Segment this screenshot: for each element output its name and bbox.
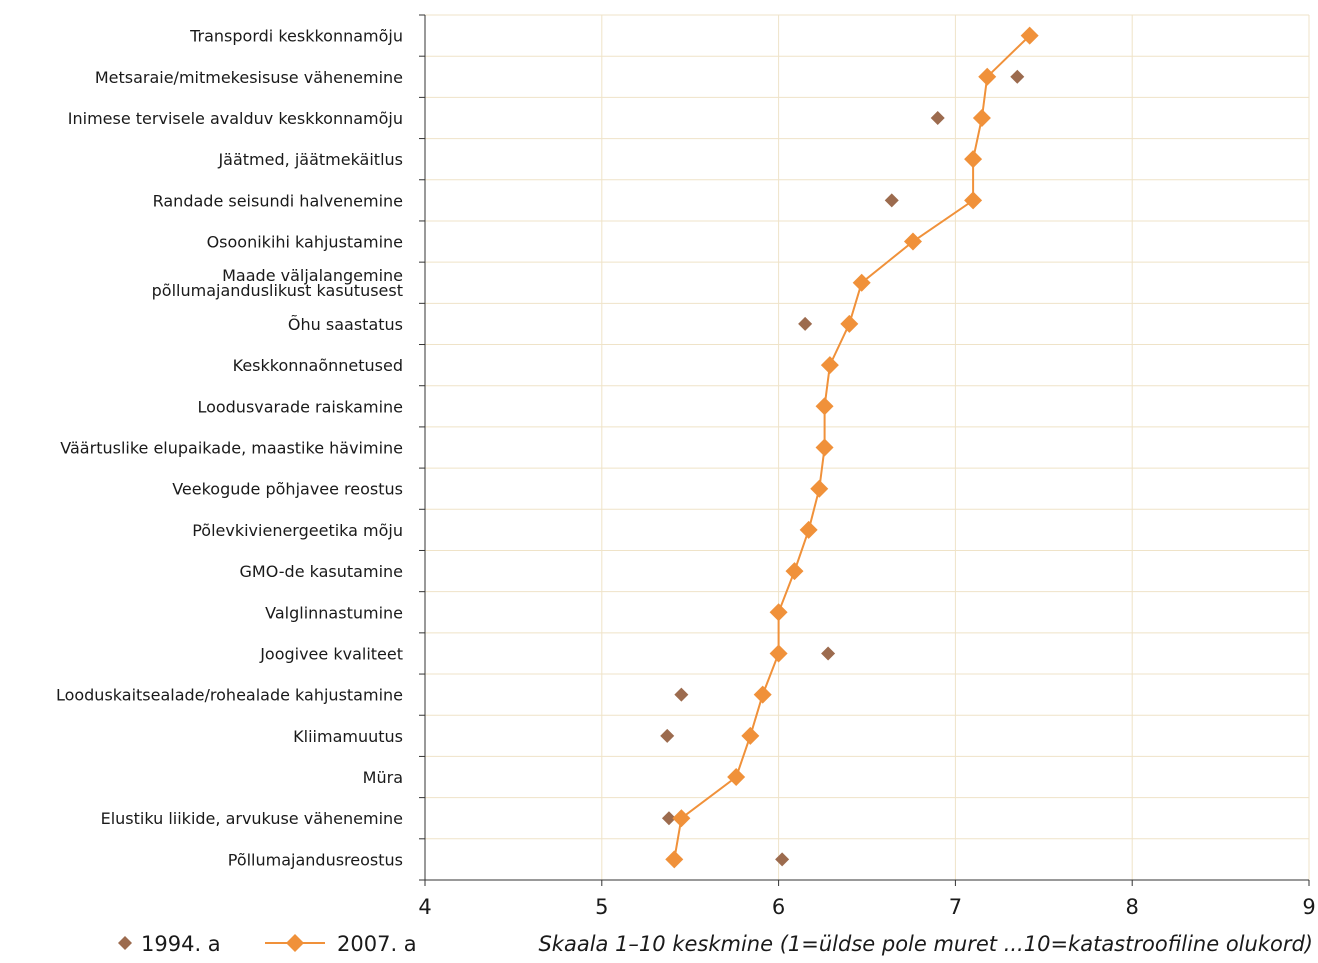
category-label: Osoonikihi kahjustamine	[207, 233, 403, 252]
category-label: Transpordi keskkonnamõju	[189, 27, 403, 46]
data-point-series-1	[973, 109, 991, 127]
category-label: Jäätmed, jäätmekäitlus	[217, 150, 403, 169]
data-point-series-1	[786, 562, 804, 580]
category-label: Metsaraie/mitmekesisuse vähenemine	[95, 68, 403, 87]
category-label: Väärtuslike elupaikade, maastike hävimin…	[60, 439, 403, 458]
data-point-series-1	[840, 315, 858, 333]
data-point-series-0	[660, 729, 674, 743]
data-point-series-1	[816, 439, 834, 457]
data-point-series-0	[885, 193, 899, 207]
data-point-series-1	[727, 768, 745, 786]
category-label: Põlevkivienergeetika mõju	[192, 521, 403, 540]
data-point-series-1	[816, 397, 834, 415]
category-label: Looduskaitsealade/rohealade kahjustamine	[56, 686, 403, 705]
x-tick-label: 8	[1126, 895, 1139, 919]
x-tick-label: 9	[1302, 895, 1315, 919]
legend-marker-1994	[118, 936, 132, 950]
x-tick-label: 6	[772, 895, 785, 919]
data-point-series-1	[810, 480, 828, 498]
data-point-series-1	[964, 191, 982, 209]
data-point-series-1	[821, 356, 839, 374]
data-point-series-1	[672, 809, 690, 827]
data-point-series-0	[1010, 70, 1024, 84]
x-tick-label: 5	[595, 895, 608, 919]
legend-marker-2007	[286, 934, 304, 952]
data-point-series-1	[800, 521, 818, 539]
category-label: Õhu saastatus	[288, 315, 403, 334]
data-point-series-0	[674, 688, 688, 702]
x-tick-labels: 4 5 6 7 8 9	[418, 895, 1315, 919]
category-label: Inimese tervisele avalduv keskkonnamõju	[68, 109, 403, 128]
axes	[419, 15, 1309, 886]
category-label: Kliimamuutus	[293, 727, 403, 746]
scale-note: Skaala 1–10 keskmine (1=üldse pole muret…	[538, 932, 1313, 956]
category-label: Veekogude põhjavee reostus	[172, 480, 403, 499]
data-point-series-1	[770, 603, 788, 621]
x-tick-label: 7	[949, 895, 962, 919]
category-label: Müra	[363, 768, 403, 787]
category-label: Elustiku liikide, arvukuse vähenemine	[101, 809, 403, 828]
category-label: Keskkonnaõnnetused	[233, 356, 403, 375]
category-label: põllumajanduslikust kasutusest	[152, 281, 403, 300]
data-point-series-1	[741, 727, 759, 745]
series	[660, 27, 1038, 869]
category-label: GMO-de kasutamine	[240, 562, 403, 581]
data-point-series-1	[770, 644, 788, 662]
data-point-series-0	[821, 646, 835, 660]
data-point-series-1	[754, 686, 772, 704]
category-labels: Transpordi keskkonnamõju Metsaraie/mitmek…	[56, 27, 403, 870]
data-point-series-1	[665, 850, 683, 868]
x-tick-label: 4	[418, 895, 431, 919]
category-label: Valglinnastumine	[265, 603, 403, 622]
data-point-series-1	[964, 150, 982, 168]
legend-label-1994: 1994. a	[141, 932, 221, 956]
category-label: Randade seisundi halvenemine	[153, 191, 403, 210]
category-label: Joogivee kvaliteet	[259, 644, 403, 663]
data-point-series-0	[775, 852, 789, 866]
data-point-series-0	[798, 317, 812, 331]
category-label: Põllumajandusreostus	[228, 850, 403, 869]
legend: 1994. a 2007. a	[118, 932, 417, 956]
grid-lines	[425, 15, 1309, 880]
legend-label-2007: 2007. a	[337, 932, 417, 956]
data-point-series-0	[931, 111, 945, 125]
category-label: Loodusvarade raiskamine	[197, 397, 403, 416]
